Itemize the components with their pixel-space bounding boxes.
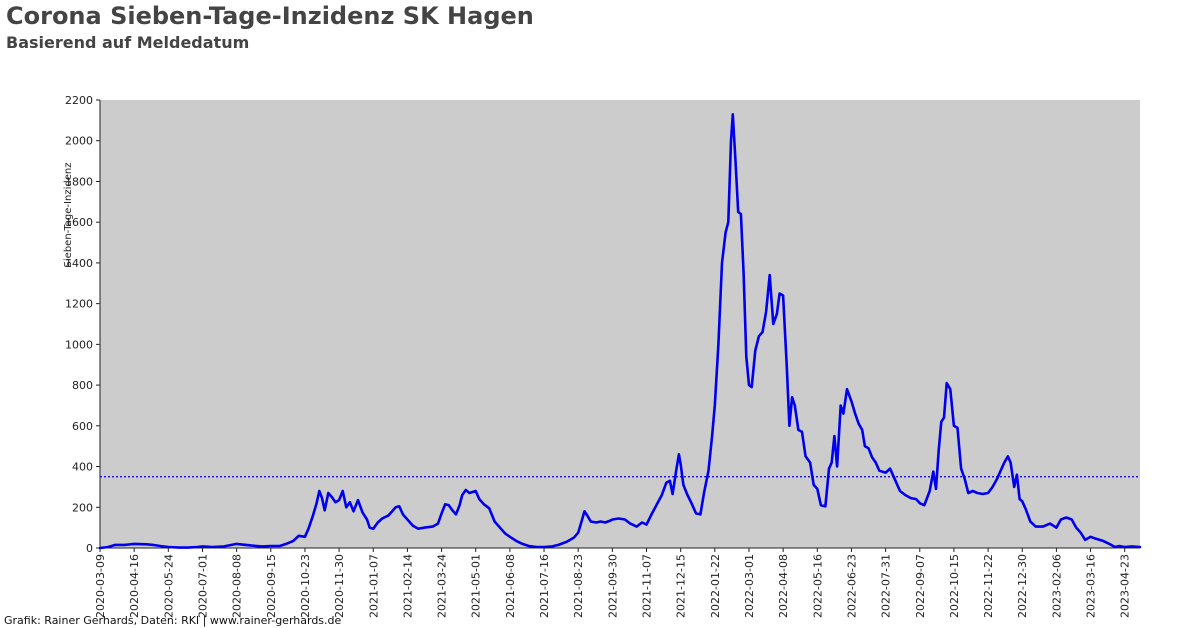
x-tick-label: 2020-05-24 (162, 554, 175, 618)
y-tick-labels: 0 200 400 600 800 1000 1200 1400 1600 1800 2000 220… (65, 94, 93, 555)
y-tick-label: 0 (86, 542, 93, 555)
y-tick-label: 1800 (65, 175, 93, 188)
x-tick-label: 2021-02-14 (401, 554, 414, 618)
series-group (98, 113, 1142, 550)
y-axis-label: Sieben-Tage-Inzidenz (63, 163, 74, 268)
x-tick-label: 2022-09-07 (914, 554, 927, 618)
y-tick-label: 1200 (65, 298, 93, 311)
x-tick-label: 2023-03-16 (1085, 554, 1098, 618)
x-tick-label: 2022-07-31 (880, 554, 893, 618)
x-tick-label: 2021-05-01 (470, 554, 483, 618)
x-tick-label: 2021-08-23 (572, 554, 585, 618)
x-tick-label: 2022-04-08 (777, 554, 790, 618)
x-tick-labels: 2020-03-09 2020-04-16 2020-05-24 2020-07-01… (94, 554, 1132, 618)
y-tick-label: 600 (72, 420, 93, 433)
y-tick-label: 200 (72, 501, 93, 514)
x-tick-label: 2022-03-01 (743, 554, 756, 618)
x-tick-label: 2021-03-24 (436, 554, 449, 618)
y-tick-label: 1400 (65, 257, 93, 270)
y-tick-label: 800 (72, 379, 93, 392)
x-tick-label: 2023-04-23 (1119, 554, 1132, 618)
plot-area (100, 100, 1140, 548)
axes (96, 99, 1140, 552)
x-tick-label: 2022-12-30 (1016, 554, 1029, 618)
series-line-1 (98, 113, 1142, 550)
y-tick-label: 1600 (65, 216, 93, 229)
x-tick-label: 2022-11-22 (982, 554, 995, 618)
x-tick-label: 2021-07-16 (538, 554, 551, 618)
x-tick-label: 2022-01-22 (709, 554, 722, 618)
x-tick-label: 2022-10-15 (948, 554, 961, 618)
x-tick-label: 2022-05-16 (811, 554, 824, 618)
x-tick-label: 2020-10-23 (299, 554, 312, 618)
y-tick-label: 400 (72, 461, 93, 474)
chart-title: Corona Sieben-Tage-Inzidenz SK Hagen (6, 2, 534, 30)
y-tick-label: 2200 (65, 94, 93, 107)
x-tick-label: 2020-03-09 (94, 554, 107, 618)
y-tick-label: 2000 (65, 135, 93, 148)
x-tick-label: 2021-09-30 (606, 554, 619, 618)
y-tick-label: 1000 (65, 338, 93, 351)
x-tick-label: 2023-02-06 (1050, 554, 1063, 618)
x-tick-label: 2020-04-16 (128, 554, 141, 618)
x-tick-label: 2020-11-30 (333, 554, 346, 618)
x-tick-label: 2021-12-15 (675, 554, 688, 618)
footer-credit: Grafik: Rainer Gerhards, Daten: RKI | ww… (4, 614, 342, 627)
x-tick-label: 2021-01-07 (367, 554, 380, 618)
x-tick-label: 2022-06-23 (845, 554, 858, 618)
x-tick-label: 2020-09-15 (265, 554, 278, 618)
x-tick-label: 2020-07-01 (196, 554, 209, 618)
x-tick-label: 2020-08-08 (231, 554, 244, 618)
chart-subtitle: Basierend auf Meldedatum (6, 33, 250, 52)
x-tick-label: 2021-06-08 (504, 554, 517, 618)
x-tick-label: 2021-11-07 (641, 554, 654, 618)
